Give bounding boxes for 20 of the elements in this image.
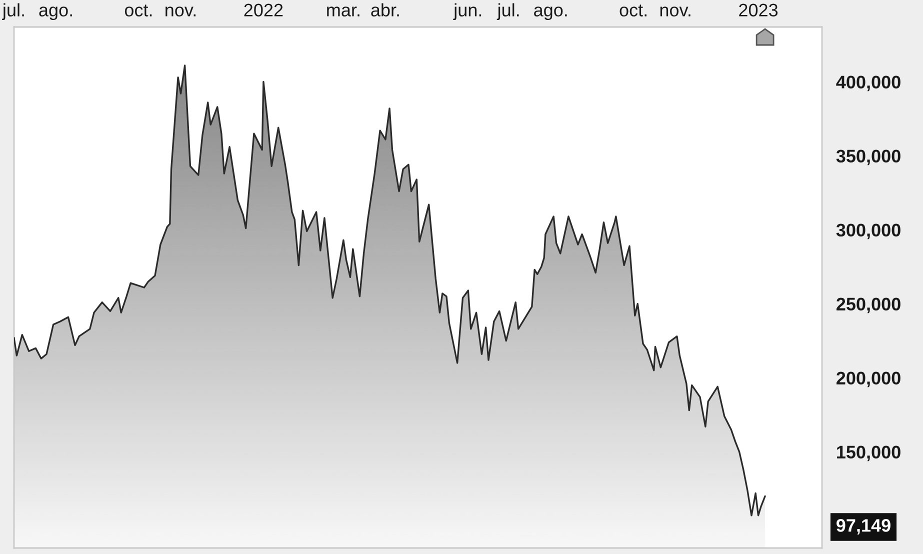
x-tick-label: nov.: [166, 6, 196, 16]
x-tick-label: ago.: [534, 6, 567, 20]
x-tick-label: mar.: [327, 6, 360, 16]
y-tick-label: 250,000: [836, 298, 900, 314]
y-tick-label: 400,000: [836, 76, 900, 92]
x-tick-label: abr.: [371, 3, 399, 16]
x-tick-label: oct.: [124, 4, 152, 16]
x-tick-label: 2022: [244, 4, 283, 16]
y-tick-label: 350,000: [836, 150, 900, 166]
y-tick-label: 300,000: [836, 224, 900, 240]
x-tick-label: jun.: [453, 3, 482, 20]
x-tick-label: 2023: [739, 4, 778, 16]
x-tick-label: jul.: [2, 3, 24, 20]
x-tick-label: oct.: [620, 4, 646, 16]
y-tick-label: 150,000: [837, 446, 900, 462]
text: 97,149: [836, 519, 890, 534]
y-tick-label: 200,000: [836, 372, 900, 388]
x-tick-label: nov.: [660, 6, 690, 16]
x-tick-label: jul.: [496, 3, 519, 20]
x-tick-label: ago.: [39, 6, 72, 20]
